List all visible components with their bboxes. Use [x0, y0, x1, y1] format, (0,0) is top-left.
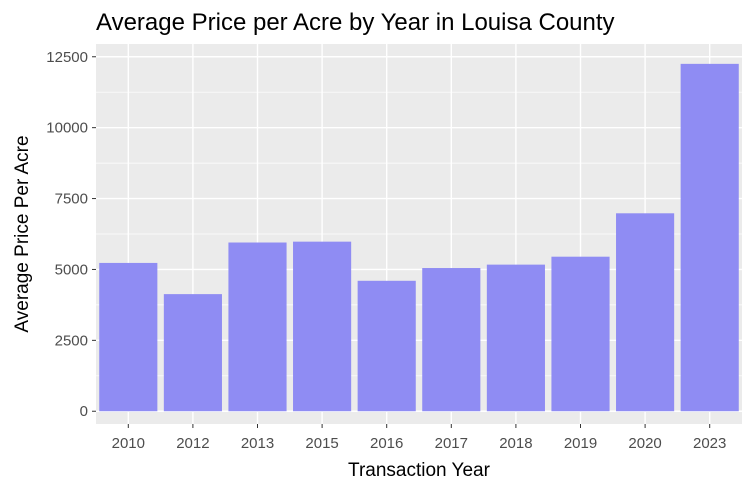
x-axis-ticks: 2010 2012 2013 2015 2016 2017 2018 2019 2020 2023: [112, 424, 726, 452]
y-tick-label: 10000: [46, 120, 88, 137]
bar-2013: [228, 242, 287, 412]
y-axis-ticks: 0 2500 5000 7500 10000 12500: [46, 49, 96, 420]
bar-2020: [616, 213, 675, 412]
x-tick-label: 2023: [693, 435, 726, 452]
bar-2019: [551, 256, 610, 412]
x-tick-label: 2010: [112, 435, 145, 452]
x-axis-title: Transaction Year: [348, 460, 491, 481]
x-tick-label: 2016: [370, 435, 403, 452]
bar-2012: [163, 294, 222, 412]
bar-2016: [357, 280, 416, 412]
x-tick-label: 2012: [176, 435, 209, 452]
x-tick-label: 2020: [628, 435, 661, 452]
bar-2015: [293, 241, 352, 412]
bars: [99, 63, 739, 412]
y-tick-label: 5000: [55, 261, 88, 278]
x-tick-label: 2013: [241, 435, 274, 452]
y-tick-label: 7500: [55, 191, 88, 208]
chart-title: Average Price per Acre by Year in Louisa…: [96, 9, 615, 36]
x-tick-label: 2019: [564, 435, 597, 452]
x-tick-label: 2017: [435, 435, 468, 452]
bar-2010: [99, 262, 158, 412]
bar-2017: [422, 268, 481, 412]
y-tick-label: 2500: [55, 332, 88, 349]
bar-2023: [680, 63, 739, 412]
x-tick-label: 2015: [305, 435, 338, 452]
y-axis-title: Average Price Per Acre: [12, 135, 33, 332]
bar-2018: [486, 264, 545, 412]
y-tick-label: 0: [80, 403, 88, 420]
x-tick-label: 2018: [499, 435, 532, 452]
y-tick-label: 12500: [46, 49, 88, 66]
